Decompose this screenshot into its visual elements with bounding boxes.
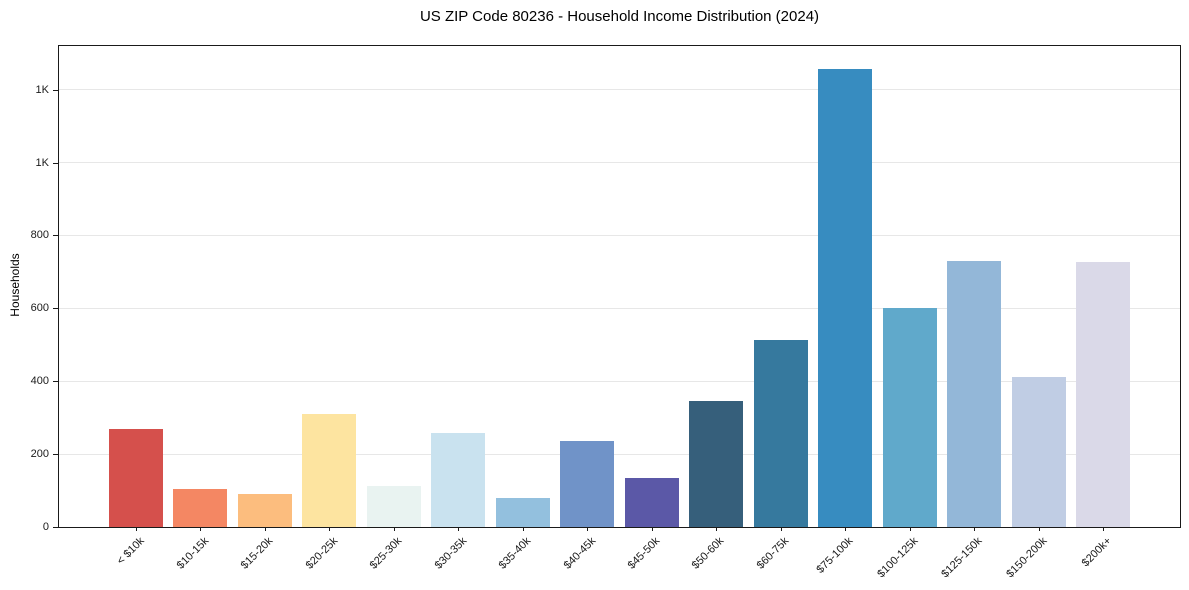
x-tick-label: $50-60k: [690, 535, 727, 572]
x-tick-label: $10-15k: [174, 535, 211, 572]
x-tick: [393, 527, 395, 531]
y-tick-label: 800: [30, 229, 49, 242]
bar-50-60k: [689, 401, 744, 527]
x-tick-label: $45-50k: [625, 535, 663, 572]
chart-title: US ZIP Code 80236 - Household Income Dis…: [419, 8, 820, 25]
y-tick: [53, 381, 58, 383]
x-tick: [264, 527, 266, 531]
y-tick-label: 600: [30, 302, 49, 315]
y-tick: [53, 89, 58, 91]
x-tick-label: < $10k: [114, 535, 147, 568]
gridline: [59, 162, 1180, 164]
x-tick: [136, 527, 137, 531]
bar-30-35k: [431, 432, 486, 527]
bar-10k: [109, 429, 163, 527]
x-tick: [522, 527, 524, 531]
plot-area: [58, 45, 1181, 528]
x-tick-label: $20-25k: [303, 535, 340, 572]
x-tick-label: $35-40k: [496, 535, 534, 572]
bar-200k: [1076, 262, 1130, 527]
x-tick: [329, 527, 331, 531]
x-tick: [845, 527, 847, 531]
bar-45-50k: [624, 477, 679, 527]
bar-75-100k: [818, 68, 873, 527]
x-tick-label: $150-200k: [1003, 535, 1050, 581]
bar-100-125k: [882, 307, 937, 527]
bar-150-200k: [1011, 377, 1066, 527]
y-tick-label: 400: [30, 375, 49, 388]
x-tick: [974, 527, 976, 531]
x-tick: [458, 527, 460, 531]
y-tick: [53, 162, 58, 164]
y-tick: [53, 454, 58, 456]
x-tick: [1038, 527, 1040, 531]
x-tick-label: $125-150k: [939, 535, 985, 581]
bar-25-30k: [366, 486, 421, 527]
y-tick-label: 1K: [35, 83, 49, 96]
bar-10-15k: [173, 489, 228, 527]
x-tick: [909, 527, 911, 531]
bar-20-25k: [302, 414, 357, 527]
y-tick-label: 0: [42, 521, 49, 533]
x-tick-label: $75-100k: [814, 535, 856, 576]
y-tick-label: 200: [30, 448, 49, 461]
x-tick-label: $40-45k: [561, 535, 598, 572]
x-tick: [716, 527, 718, 531]
y-tick: [53, 235, 58, 237]
x-tick: [780, 527, 782, 531]
gridline: [59, 234, 1180, 236]
x-tick-label: $25-30k: [367, 535, 405, 572]
y-tick: [53, 527, 58, 528]
x-tick-label: $60-75k: [754, 535, 792, 572]
gridline: [59, 89, 1180, 91]
x-tick-label: $30-35k: [432, 535, 469, 572]
bar-125-150k: [947, 260, 1002, 527]
x-tick: [651, 527, 653, 531]
x-tick-label: $200k+: [1079, 535, 1114, 570]
bar-35-40k: [495, 497, 550, 527]
bar-60-75k: [753, 340, 808, 527]
x-tick-label: $100-125k: [874, 535, 921, 581]
gridline: [59, 307, 1180, 309]
x-tick: [200, 527, 202, 531]
x-tick-label: $15-20k: [238, 535, 276, 572]
y-tick: [53, 308, 58, 310]
bar-15-20k: [237, 494, 292, 527]
y-axis-label: Households: [8, 253, 22, 317]
x-tick: [1103, 527, 1104, 531]
gridline: [59, 453, 1180, 455]
y-tick-label: 1K: [35, 156, 49, 169]
bar-40-45k: [560, 441, 615, 527]
gridline: [59, 380, 1180, 382]
x-tick: [587, 527, 589, 531]
